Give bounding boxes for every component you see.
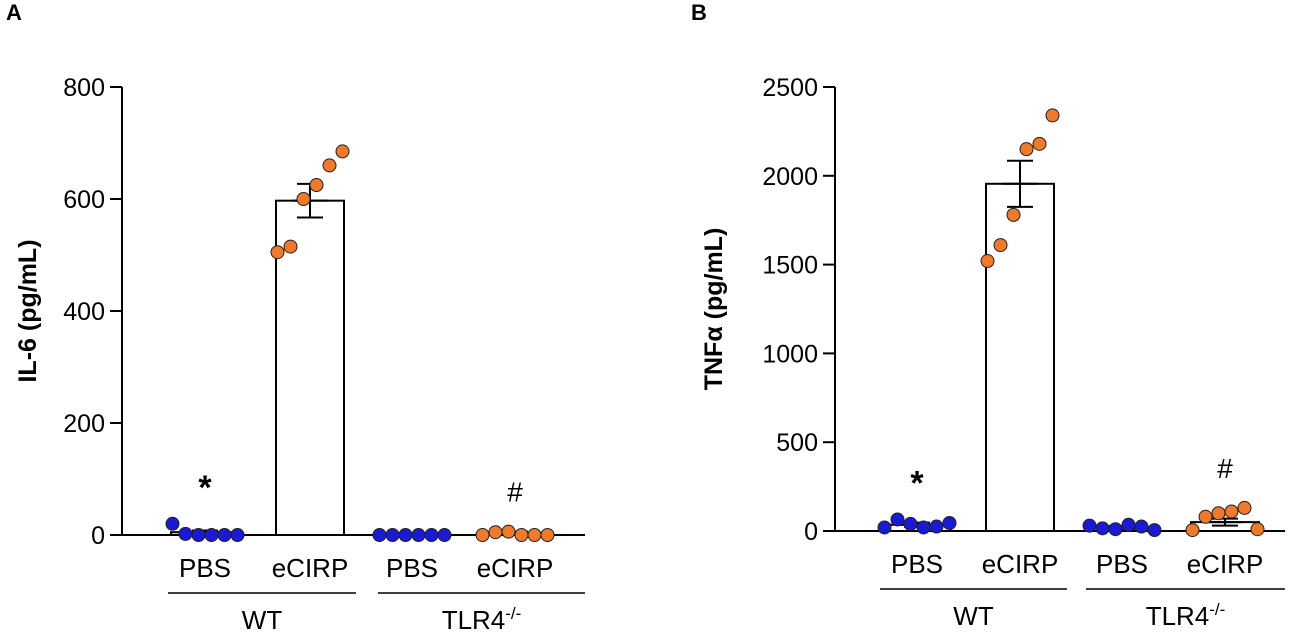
y-tick-label: 800 xyxy=(63,74,105,102)
data-point xyxy=(335,144,350,159)
group-label: WT xyxy=(953,601,994,631)
data-point xyxy=(475,528,490,542)
y-axis-label: TNFα (pg/mL) xyxy=(700,228,728,391)
data-point xyxy=(942,516,957,531)
data-point xyxy=(540,528,555,542)
x-tick-label: PBS xyxy=(386,553,438,583)
data-point xyxy=(1019,142,1034,157)
data-point xyxy=(322,158,337,173)
group-label: WT xyxy=(242,605,283,635)
data-point xyxy=(514,528,529,542)
x-tick-label: eCIRP xyxy=(1187,549,1264,579)
data-point xyxy=(1032,136,1047,151)
data-point xyxy=(437,528,452,542)
x-tick-label: PBS xyxy=(1096,549,1148,579)
data-point xyxy=(1121,517,1136,532)
data-point xyxy=(1134,519,1149,534)
data-point xyxy=(527,528,542,542)
data-point xyxy=(488,525,503,540)
significance-hash: # xyxy=(1217,453,1233,484)
data-point xyxy=(1237,500,1252,515)
y-tick-label: 400 xyxy=(63,298,105,326)
group-label: TLR4-/- xyxy=(442,604,522,635)
data-point xyxy=(1224,504,1239,519)
y-tick-label: 1000 xyxy=(762,340,818,368)
data-point xyxy=(230,528,245,542)
y-tick-label: 2500 xyxy=(762,74,818,102)
data-point xyxy=(270,245,285,260)
y-tick-label: 200 xyxy=(63,410,105,438)
data-point xyxy=(204,528,219,542)
data-point xyxy=(1211,506,1226,521)
x-tick-label: eCIRP xyxy=(982,549,1059,579)
data-point xyxy=(903,516,918,531)
panel-B: B 0 500 1000 1500 2000 2500 TNFα (pg/mL) * PBS eCI… xyxy=(691,0,1285,631)
y-tick-label: 2000 xyxy=(762,163,818,191)
data-point xyxy=(877,520,892,535)
significance-star: * xyxy=(910,464,924,502)
data-point xyxy=(1045,108,1060,123)
y-tick-label: 0 xyxy=(804,518,818,546)
panel-letter: B xyxy=(691,0,707,25)
data-point xyxy=(309,178,324,192)
x-tick-label: PBS xyxy=(179,553,231,583)
panel-letter: A xyxy=(6,0,22,25)
data-point xyxy=(217,528,232,542)
data-point xyxy=(929,519,944,534)
data-point xyxy=(916,520,931,535)
data-point xyxy=(993,238,1008,253)
significance-star: * xyxy=(198,469,212,507)
x-tick-label: eCIRP xyxy=(272,553,349,583)
data-point xyxy=(424,528,439,542)
data-point xyxy=(980,254,995,269)
y-axis-label: IL-6 (pg/mL) xyxy=(14,239,42,382)
x-tick-label: PBS xyxy=(891,549,943,579)
data-point xyxy=(890,512,905,527)
data-point xyxy=(1198,509,1213,524)
panel-A: A 0 200 400 600 800 IL-6 (pg/mL) * PBS eCIRP PBS # e… xyxy=(6,0,585,635)
group-label-superscript: -/- xyxy=(505,604,521,623)
data-point xyxy=(1147,523,1162,538)
significance-hash: # xyxy=(507,477,523,508)
data-point xyxy=(1108,522,1123,537)
x-tick-label: eCIRP xyxy=(477,553,554,583)
data-point xyxy=(1006,207,1021,222)
bar-1 xyxy=(985,182,1055,533)
data-point xyxy=(411,528,426,542)
data-point xyxy=(296,192,311,206)
group-label: TLR4-/- xyxy=(1146,600,1226,631)
y-tick-label: 0 xyxy=(91,522,105,550)
data-point xyxy=(178,526,193,541)
group-label-superscript: -/- xyxy=(1209,600,1225,619)
data-point xyxy=(1082,518,1097,533)
y-tick-label: 500 xyxy=(776,429,818,457)
data-point xyxy=(191,528,206,542)
data-point xyxy=(1185,523,1200,538)
data-point xyxy=(398,528,413,542)
data-point xyxy=(501,524,516,539)
data-point xyxy=(385,528,400,542)
data-point xyxy=(1250,522,1265,537)
data-point xyxy=(1095,521,1110,536)
y-tick-label: 600 xyxy=(63,186,105,214)
y-tick-label: 1500 xyxy=(762,252,818,280)
data-point xyxy=(283,239,298,254)
data-point xyxy=(372,528,387,542)
data-point xyxy=(165,516,180,531)
